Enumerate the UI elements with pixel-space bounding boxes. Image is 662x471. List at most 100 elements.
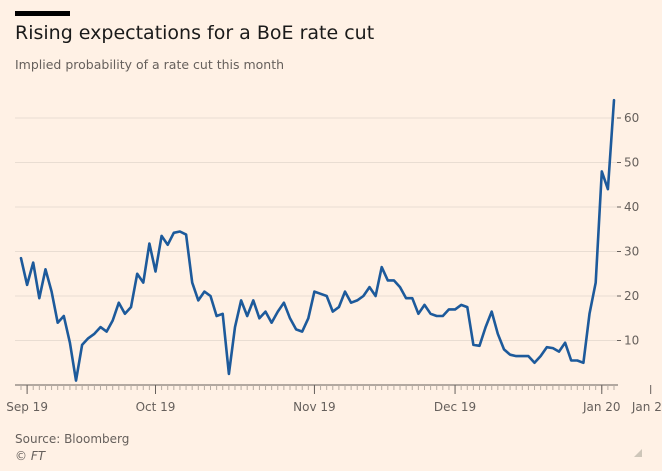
data-point bbox=[215, 314, 219, 318]
data-point bbox=[459, 303, 463, 307]
data-point bbox=[25, 283, 29, 287]
data-point bbox=[380, 265, 384, 269]
data-point bbox=[31, 261, 35, 265]
data-point bbox=[539, 354, 543, 358]
data-point bbox=[141, 281, 145, 285]
data-point bbox=[239, 298, 243, 302]
data-point bbox=[508, 353, 512, 357]
source-note: Source: Bloomberg bbox=[15, 432, 130, 446]
data-point bbox=[374, 294, 378, 298]
data-point bbox=[98, 325, 102, 329]
data-point bbox=[147, 241, 151, 245]
data-point bbox=[202, 290, 206, 294]
data-point bbox=[465, 305, 469, 309]
data-point bbox=[355, 298, 359, 302]
y-tick-label-30: 30 bbox=[624, 245, 639, 259]
data-point bbox=[190, 281, 194, 285]
data-point bbox=[563, 341, 567, 345]
data-point bbox=[404, 296, 408, 300]
data-point bbox=[606, 187, 610, 191]
data-point bbox=[276, 310, 280, 314]
data-point bbox=[117, 301, 121, 305]
data-point bbox=[520, 354, 524, 358]
y-tick-label-20: 20 bbox=[624, 289, 639, 303]
data-point bbox=[19, 256, 23, 260]
x-tick-label: Jan 20 bbox=[631, 400, 662, 414]
data-point bbox=[490, 310, 494, 314]
data-point bbox=[435, 314, 439, 318]
data-point bbox=[264, 310, 268, 314]
data-point bbox=[337, 305, 341, 309]
data-point bbox=[56, 321, 60, 325]
data-point bbox=[251, 298, 255, 302]
data-point bbox=[453, 307, 457, 311]
data-point bbox=[600, 169, 604, 173]
data-point bbox=[294, 327, 298, 331]
data-point bbox=[514, 354, 518, 358]
data-point bbox=[233, 325, 237, 329]
x-tick-label: Oct 19 bbox=[136, 400, 176, 414]
resize-handle-icon[interactable] bbox=[634, 449, 642, 457]
data-point bbox=[447, 307, 451, 311]
data-point bbox=[398, 285, 402, 289]
data-point bbox=[478, 344, 482, 348]
y-tick-label-60: 60 bbox=[624, 111, 639, 125]
data-point bbox=[471, 343, 475, 347]
data-point bbox=[325, 294, 329, 298]
data-point bbox=[37, 296, 41, 300]
data-point bbox=[123, 312, 127, 316]
data-point bbox=[209, 294, 213, 298]
data-point bbox=[526, 354, 530, 358]
data-point bbox=[270, 321, 274, 325]
data-point bbox=[612, 98, 616, 102]
data-point bbox=[343, 290, 347, 294]
y-tick-label-50: 50 bbox=[624, 156, 639, 170]
data-point bbox=[50, 290, 54, 294]
data-point bbox=[184, 233, 188, 237]
data-point bbox=[282, 301, 286, 305]
data-point bbox=[68, 341, 72, 345]
data-point bbox=[557, 350, 561, 354]
data-point bbox=[588, 312, 592, 316]
y-tick-label-10: 10 bbox=[624, 334, 639, 348]
data-point bbox=[111, 318, 115, 322]
data-point bbox=[227, 372, 231, 376]
ft-header-bar bbox=[15, 11, 70, 16]
x-tick-label: Nov 19 bbox=[293, 400, 336, 414]
data-point bbox=[533, 361, 537, 365]
ft-credit: © FT bbox=[15, 449, 46, 463]
data-point bbox=[166, 243, 170, 247]
data-point bbox=[575, 359, 579, 363]
data-point bbox=[484, 325, 488, 329]
data-point bbox=[367, 285, 371, 289]
x-tick-label: Dec 19 bbox=[434, 400, 476, 414]
data-point bbox=[306, 316, 310, 320]
y-tick-label-40: 40 bbox=[624, 200, 639, 214]
data-point bbox=[135, 272, 139, 276]
data-point bbox=[92, 332, 96, 336]
data-point bbox=[581, 361, 585, 365]
data-point bbox=[153, 270, 157, 274]
data-point bbox=[74, 379, 78, 383]
data-point bbox=[196, 298, 200, 302]
data-point bbox=[300, 330, 304, 334]
data-point bbox=[43, 267, 47, 271]
data-point bbox=[496, 332, 500, 336]
data-point bbox=[129, 305, 133, 309]
data-point bbox=[172, 231, 176, 235]
data-point bbox=[416, 312, 420, 316]
data-point bbox=[160, 234, 164, 238]
data-point bbox=[569, 359, 573, 363]
data-point bbox=[441, 314, 445, 318]
data-point bbox=[331, 310, 335, 314]
data-point bbox=[319, 292, 323, 296]
data-point bbox=[551, 346, 555, 350]
x-tick-label: Sep 19 bbox=[6, 400, 48, 414]
data-point bbox=[422, 303, 426, 307]
series-line bbox=[19, 98, 616, 382]
data-point bbox=[502, 347, 506, 351]
data-point bbox=[105, 330, 109, 334]
data-point bbox=[257, 316, 261, 320]
data-point bbox=[221, 312, 225, 316]
